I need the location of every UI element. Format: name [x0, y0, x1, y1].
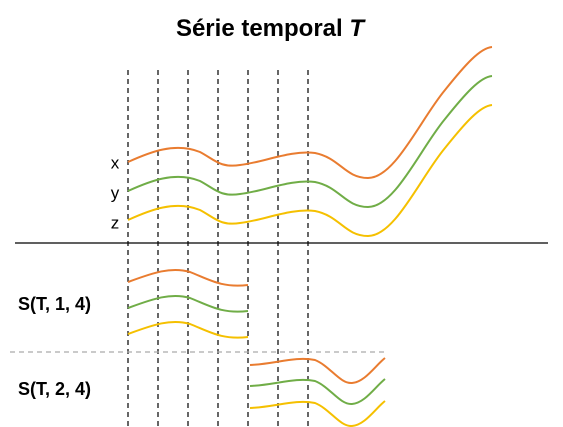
- series-label: x: [111, 153, 120, 172]
- series-y: [127, 75, 493, 209]
- segment-y: [127, 294, 249, 313]
- subsequence-2: [249, 357, 386, 427]
- series-z: [127, 104, 493, 238]
- segment-z: [249, 400, 386, 427]
- series-label: y: [111, 183, 120, 202]
- full-series: [127, 46, 493, 238]
- series-x: [127, 46, 493, 180]
- subsequence-1: [127, 268, 249, 339]
- title-text: Série temporal: [176, 15, 343, 42]
- segment-x: [127, 268, 249, 287]
- title: Série temporal T: [176, 15, 366, 42]
- window-lines: [127, 70, 309, 427]
- title-variable: T: [349, 15, 366, 42]
- subsequence-label: S(T, 1, 4): [18, 294, 91, 314]
- subsequence-label: S(T, 2, 4): [18, 379, 91, 399]
- segment-y: [249, 378, 386, 405]
- segment-x: [249, 357, 386, 384]
- series-label: z: [111, 213, 120, 232]
- segment-z: [127, 320, 249, 339]
